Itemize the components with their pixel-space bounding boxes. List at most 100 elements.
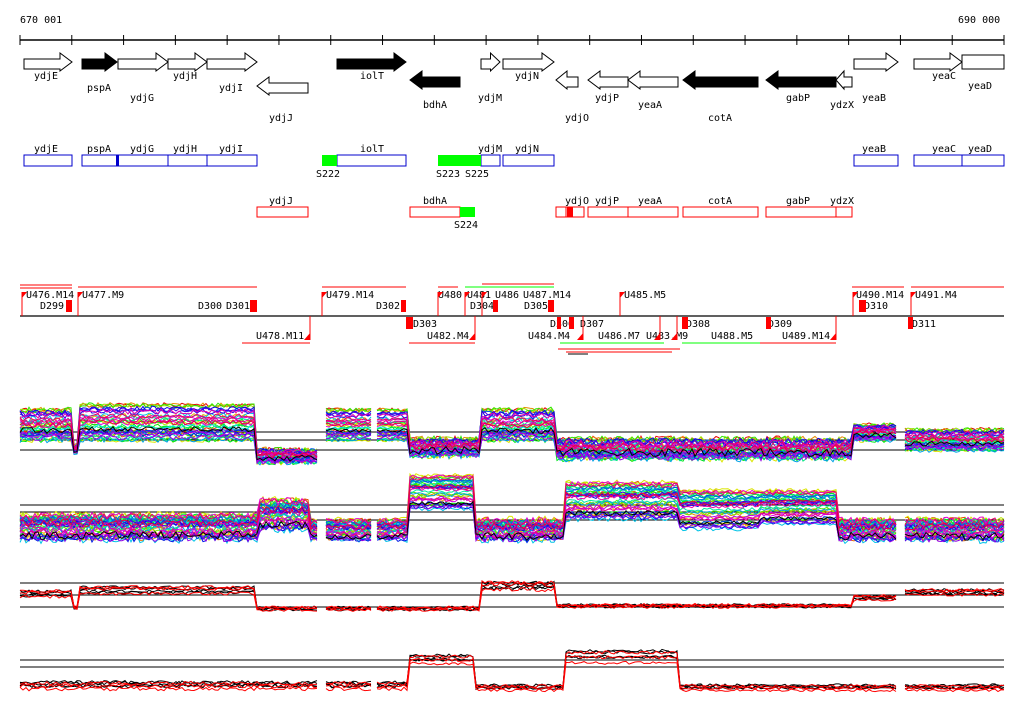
segment-end-marker — [493, 300, 498, 312]
flag-icon — [469, 333, 475, 340]
plot-1-series-line — [19, 434, 1005, 465]
gene-arrow-ydjI — [206, 52, 258, 72]
flag-icon — [577, 333, 583, 340]
plot-1-series-line — [19, 416, 1005, 459]
segment-end-marker — [682, 317, 688, 329]
plot-2-series-line — [19, 497, 1005, 540]
plot-2-series-line — [19, 504, 1005, 544]
reverse-box-label: ydjO — [565, 196, 589, 207]
segment-label: D306 — [550, 319, 574, 330]
plot-4-series-line — [19, 648, 1005, 688]
segment-label: D299 — [40, 301, 64, 312]
gene-arrow-yeaD — [961, 54, 1005, 70]
reverse-box-label: gabP — [786, 196, 810, 207]
segment-label: U488.M5 — [711, 331, 753, 342]
forward-box-label: ydjI — [219, 144, 243, 155]
gene-arrow-iolT — [336, 52, 407, 72]
reverse-box-label: ydjJ — [269, 196, 293, 207]
flag-icon — [78, 292, 83, 298]
reverse-box — [256, 206, 309, 218]
plot-1-series-line — [19, 425, 1005, 462]
gene-track: ydjE pspA ydjG ydjH ydjI ydjJ iolT bdhA ydjM ydjN… — [23, 51, 1005, 124]
segment-label: D309 — [768, 319, 792, 330]
gene-label: ydjN — [515, 71, 539, 82]
plot-1-series-line — [19, 423, 1005, 461]
gene-label: ydjM — [478, 93, 502, 104]
gene-arrow-ydjJ — [256, 76, 309, 96]
segment-end-marker — [908, 317, 913, 329]
gene-label: gabP — [786, 93, 810, 104]
segment-label: D308 — [686, 319, 710, 330]
flag-icon — [482, 292, 487, 298]
forward-box-ydjE — [23, 154, 73, 167]
plot-2-series-line — [19, 492, 1005, 537]
gene-arrow-ydjN — [502, 52, 555, 72]
gene-arrow-ydjE — [23, 52, 73, 72]
forward-box-ydjM — [480, 154, 501, 167]
segment-label: U479.M14 — [326, 290, 374, 301]
site-box — [460, 207, 475, 217]
gene-label: iolT — [360, 71, 384, 82]
segment-label: U478.M11 — [256, 331, 304, 342]
forward-box-label: ydjH — [173, 144, 197, 155]
reverse-box — [682, 206, 759, 218]
plot-1-series-line — [19, 436, 1005, 466]
plot-3-series-line — [19, 580, 1005, 610]
reverse-box — [835, 206, 853, 218]
forward-box-pspA — [81, 154, 118, 167]
segment-label: U484.M4 — [528, 331, 570, 342]
plot-3-series-line — [20, 580, 1005, 610]
ruler-start-label: 670 001 — [20, 15, 62, 26]
forward-box-label: ydjE — [34, 144, 58, 155]
plot-2-series-line — [19, 486, 1005, 534]
plot-1-series-line — [19, 413, 1005, 457]
segment-label: U486.M7 — [598, 331, 640, 342]
plot-2-series-line — [19, 475, 1005, 527]
segment-end-marker — [548, 300, 554, 312]
flag-icon — [671, 333, 677, 340]
site-box — [438, 155, 481, 166]
plot-1-series-line — [19, 418, 1005, 460]
plot-3-series-line — [20, 581, 1005, 611]
forward-box-label: ydjG — [130, 144, 154, 155]
ruler-ticks — [19, 35, 1005, 45]
site-label: S224 — [454, 220, 478, 231]
expression-plots — [19, 401, 1005, 693]
reverse-box — [765, 206, 837, 218]
reverse-box — [565, 206, 585, 218]
segment-label: U490.M14 — [856, 290, 904, 301]
segment-end-marker — [569, 317, 574, 329]
forward-box-ydjH — [167, 154, 208, 167]
gene-label: ydjE — [34, 71, 58, 82]
gene-label: ydjG — [130, 93, 154, 104]
forward-box-label: iolT — [360, 144, 384, 155]
plot-1-series-line — [19, 403, 1005, 454]
reverse-track: ydjJ bdhA ydjO ydjP yeaA cotA gabP ydzX S224 — [256, 196, 854, 231]
site-label: S223 — [436, 169, 460, 180]
gene-label: ydjP — [595, 93, 619, 104]
gene-arrow-bdhA — [409, 70, 461, 90]
gene-arrow-gabP — [765, 70, 837, 90]
flag-icon — [620, 292, 625, 298]
forward-box-yeaC — [913, 154, 963, 167]
reverse-box-label: cotA — [708, 196, 732, 207]
segment-label: U487.M14 — [523, 290, 571, 301]
segment-label: U477.M9 — [82, 290, 124, 301]
reverse-box — [555, 206, 567, 218]
plot-1-series-line — [19, 431, 1005, 464]
flag-icon — [438, 292, 443, 298]
flag-icon — [304, 333, 310, 340]
reverse-box — [627, 206, 679, 218]
flag-icon — [853, 292, 858, 298]
segment-label: D301 — [226, 301, 250, 312]
plot-1-series-line — [19, 436, 1005, 466]
gene-label: yeaA — [638, 100, 662, 111]
plot-1-series-line — [19, 430, 1005, 464]
forward-track: ydjE pspA ydjG ydjH ydjI iolT ydjM ydjN yeaB yeaC… — [23, 144, 1005, 180]
forward-box-label: yeaC — [932, 144, 956, 155]
segment-label: U489.M14 — [782, 331, 830, 342]
gene-label: ydzX — [830, 100, 854, 111]
segment-label: D305 — [524, 301, 548, 312]
reverse-box-label: yeaA — [638, 196, 662, 207]
